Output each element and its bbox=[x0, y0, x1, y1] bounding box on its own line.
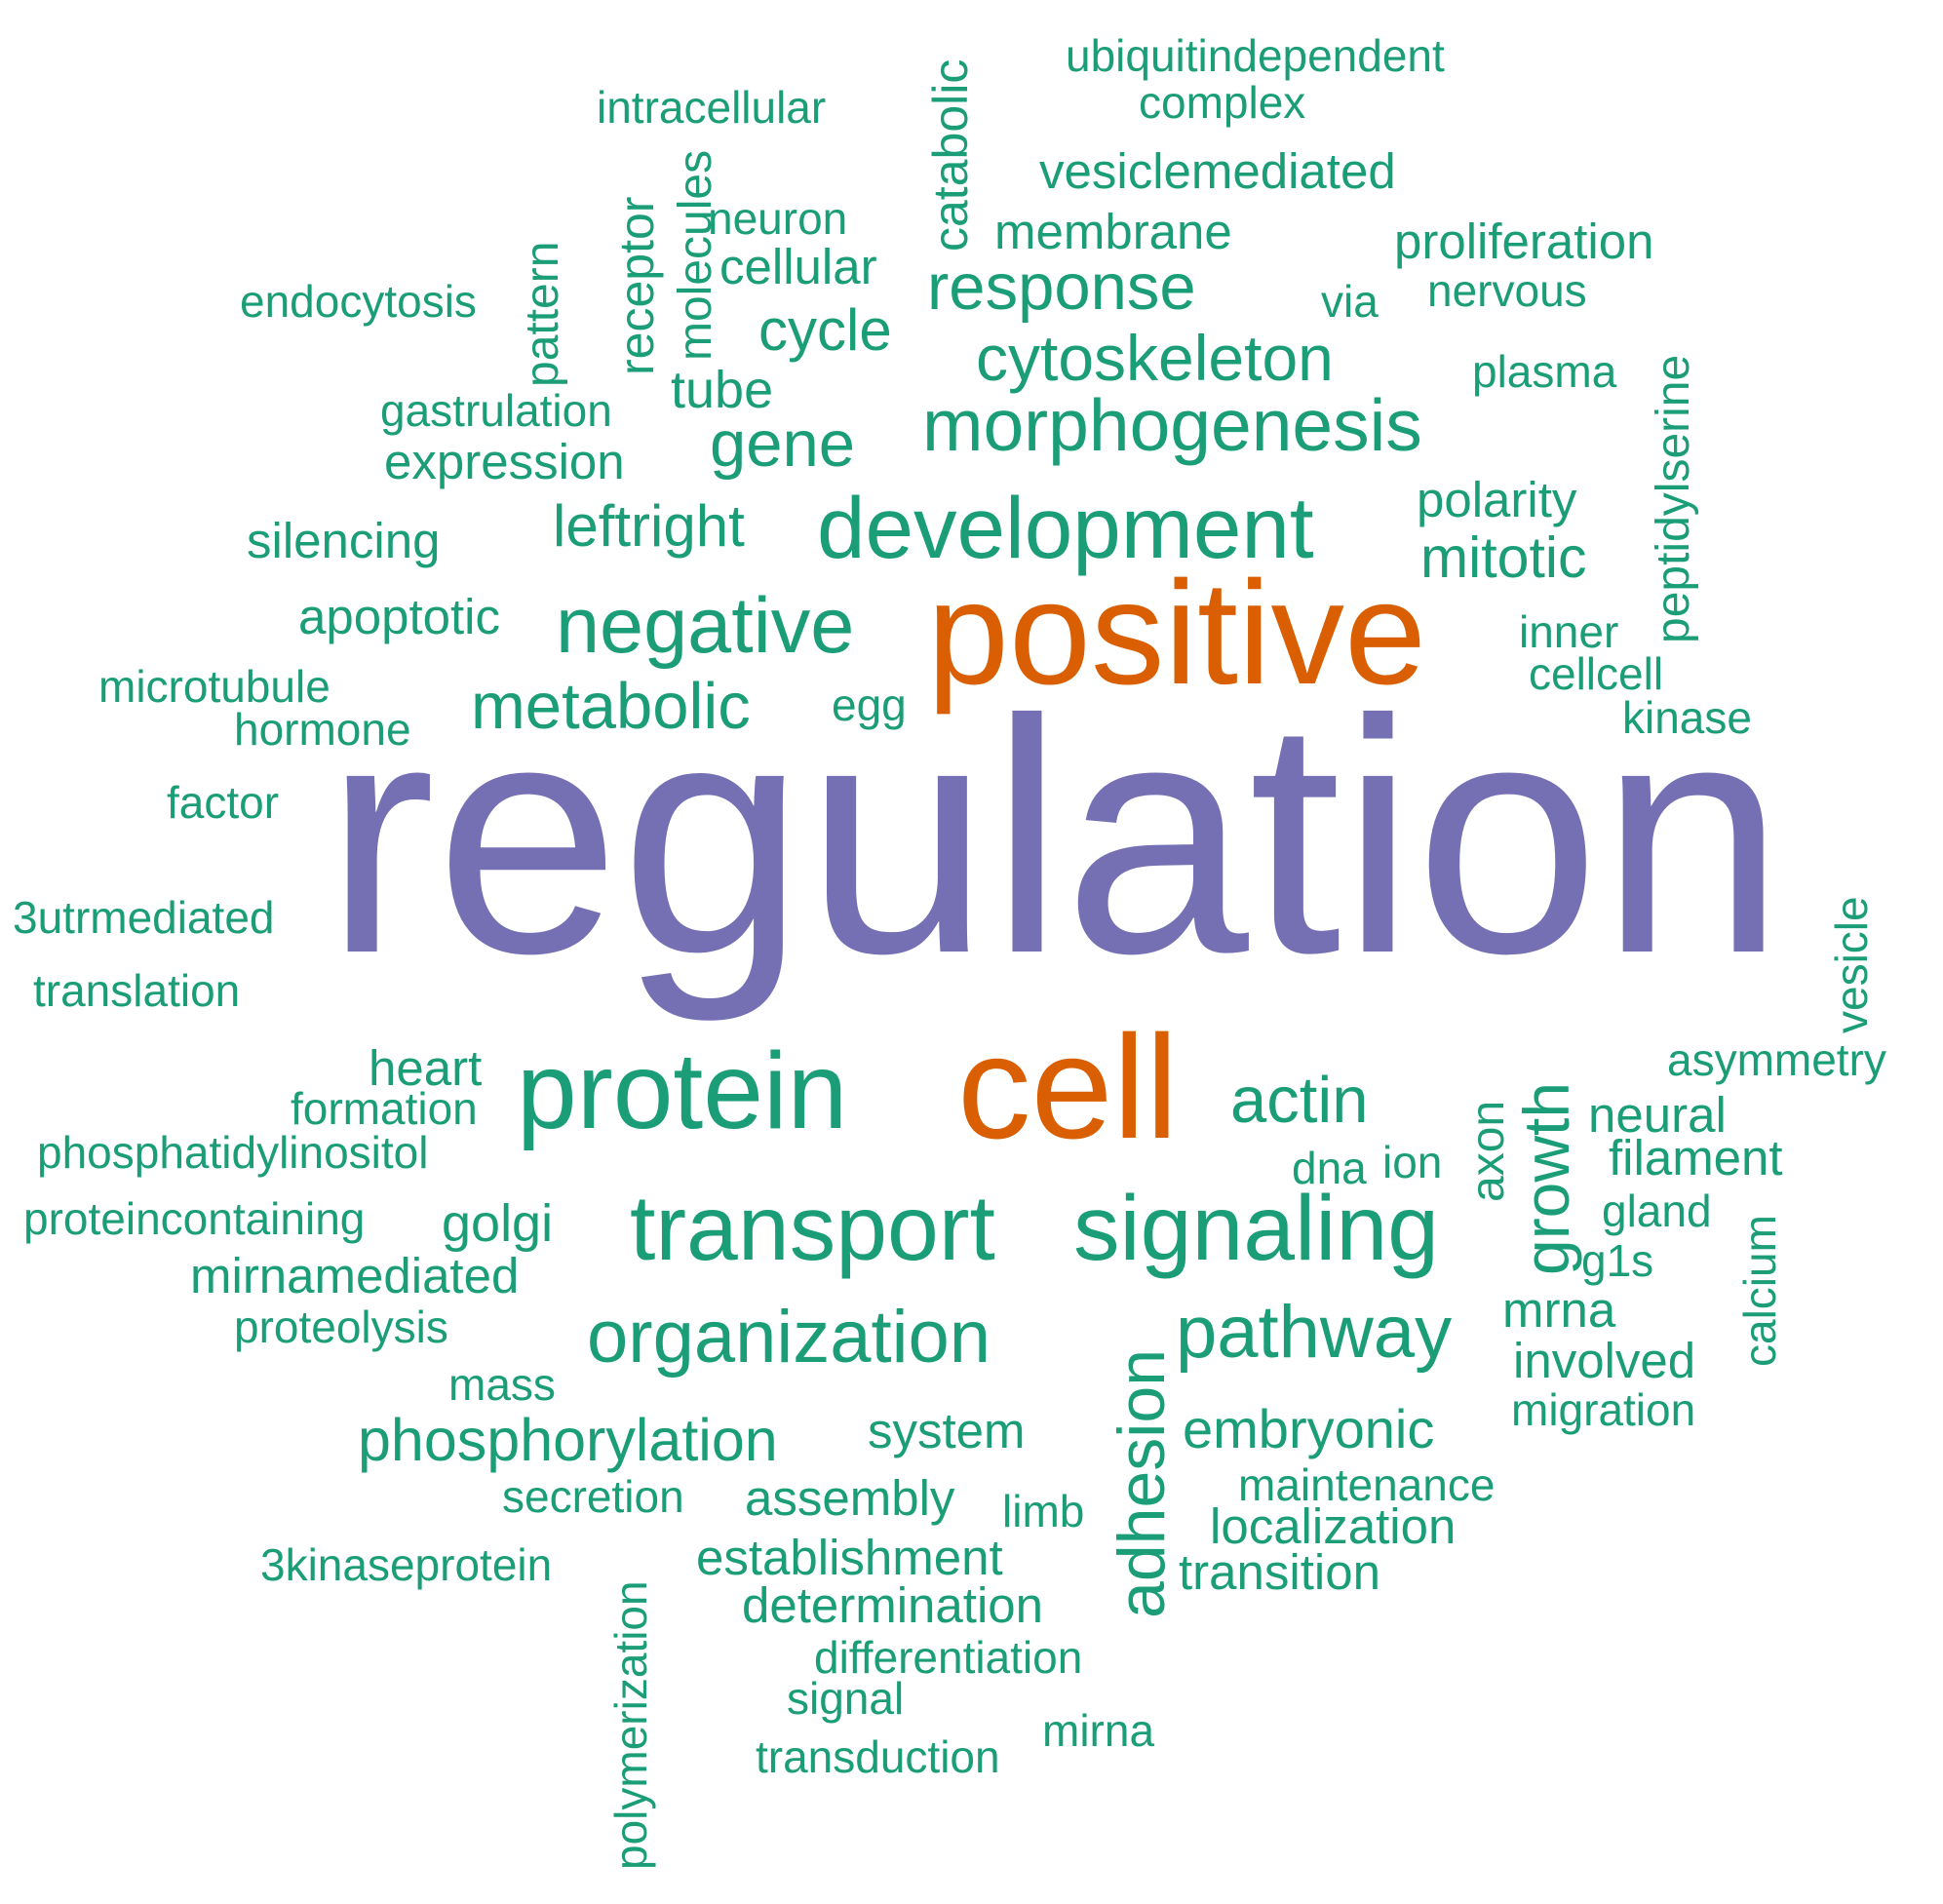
word-catabolic: catabolic bbox=[923, 58, 978, 252]
word-transduction: transduction bbox=[756, 1731, 1000, 1782]
word-protein: protein bbox=[517, 1030, 848, 1151]
word-phosphorylation: phosphorylation bbox=[358, 1407, 778, 1473]
word-ubiquitindependent: ubiquitindependent bbox=[1066, 30, 1445, 81]
word-actin: actin bbox=[1230, 1064, 1369, 1137]
word-axon: axon bbox=[1462, 1100, 1514, 1202]
word-mass: mass bbox=[448, 1359, 556, 1410]
word-vesiclemediated: vesiclemediated bbox=[1039, 143, 1396, 199]
word-pathway: pathway bbox=[1176, 1291, 1453, 1374]
word-involved: involved bbox=[1513, 1333, 1696, 1388]
word-maintenance: maintenance bbox=[1238, 1459, 1496, 1510]
word-positive: positive bbox=[927, 550, 1426, 715]
word-gland: gland bbox=[1602, 1185, 1712, 1236]
word-differentiation: differentiation bbox=[814, 1632, 1083, 1683]
word-embryonic: embryonic bbox=[1183, 1398, 1435, 1459]
word-dna: dna bbox=[1292, 1143, 1367, 1193]
word-expression: expression bbox=[384, 434, 625, 489]
word-kinase: kinase bbox=[1622, 692, 1752, 743]
word-hormone: hormone bbox=[234, 704, 411, 755]
word-proteolysis: proteolysis bbox=[234, 1302, 448, 1352]
word-peptidylserine: peptidylserine bbox=[1648, 354, 1699, 643]
word-organization: organization bbox=[587, 1296, 991, 1379]
word-asymmetry: asymmetry bbox=[1667, 1034, 1886, 1085]
word-regulation: regulation bbox=[325, 651, 1785, 1023]
word-neural: neural bbox=[1588, 1087, 1727, 1143]
word-transition: transition bbox=[1179, 1544, 1380, 1600]
word-mirnamediated: mirnamediated bbox=[190, 1248, 520, 1303]
word-gastrulation: gastrulation bbox=[380, 385, 612, 436]
word-factor: factor bbox=[167, 777, 280, 828]
word-secretion: secretion bbox=[502, 1471, 684, 1522]
word-negative: negative bbox=[556, 582, 855, 670]
word-growth: growth bbox=[1510, 1081, 1582, 1275]
word-heart: heart bbox=[369, 1040, 483, 1096]
word-neuron: neuron bbox=[708, 193, 848, 244]
word-signal: signal bbox=[787, 1673, 905, 1724]
word-3kinaseprotein: 3kinaseprotein bbox=[260, 1539, 553, 1590]
word-localization: localization bbox=[1210, 1498, 1457, 1554]
word-g1s: g1s bbox=[1581, 1235, 1654, 1286]
word-gene: gene bbox=[710, 408, 856, 481]
word-transport: transport bbox=[630, 1177, 995, 1280]
word-proteincontaining: proteincontaining bbox=[23, 1193, 366, 1244]
word-cellcell: cellcell bbox=[1529, 648, 1664, 699]
word-pattern: pattern bbox=[517, 241, 568, 387]
word-proliferation: proliferation bbox=[1394, 214, 1654, 269]
word-development: development bbox=[817, 479, 1314, 576]
word-leftright: leftright bbox=[553, 493, 745, 559]
word-cytoskeleton: cytoskeleton bbox=[976, 322, 1334, 394]
word-complex: complex bbox=[1139, 77, 1306, 128]
word-mirna: mirna bbox=[1042, 1705, 1155, 1756]
word-tube: tube bbox=[671, 361, 774, 419]
word-membrane: membrane bbox=[994, 204, 1232, 259]
word-polymerization: polymerization bbox=[605, 1580, 656, 1870]
word-silencing: silencing bbox=[247, 513, 441, 568]
word-translation: translation bbox=[33, 965, 241, 1016]
word-migration: migration bbox=[1511, 1384, 1696, 1435]
word-cellular: cellular bbox=[719, 239, 877, 294]
word-microtubule: microtubule bbox=[98, 661, 330, 712]
word-mitotic: mitotic bbox=[1420, 525, 1587, 590]
word-establishment: establishment bbox=[696, 1530, 1003, 1585]
word-mrna: mrna bbox=[1502, 1282, 1616, 1338]
word-metabolic: metabolic bbox=[471, 670, 751, 743]
word-golgi: golgi bbox=[442, 1194, 554, 1253]
word-molecules: molecules bbox=[670, 149, 721, 361]
word-morphogenesis: morphogenesis bbox=[922, 384, 1422, 466]
word-plasma: plasma bbox=[1472, 346, 1617, 397]
word-vesicle: vesicle bbox=[1826, 896, 1877, 1033]
word-inner: inner bbox=[1519, 606, 1619, 657]
word-signaling: signaling bbox=[1073, 1177, 1439, 1280]
word-assembly: assembly bbox=[745, 1470, 955, 1526]
word-calcium: calcium bbox=[1734, 1215, 1785, 1367]
word-cell: cell bbox=[957, 1004, 1179, 1169]
word-cycle: cycle bbox=[758, 297, 892, 363]
word-egg: egg bbox=[832, 680, 907, 730]
word-via: via bbox=[1321, 276, 1379, 327]
word-3utrmediated: 3utrmediated bbox=[13, 892, 275, 943]
word-adhesion: adhesion bbox=[1105, 1348, 1179, 1618]
word-polarity: polarity bbox=[1417, 472, 1577, 527]
word-apoptotic: apoptotic bbox=[298, 589, 500, 644]
word-ion: ion bbox=[1382, 1137, 1443, 1187]
word-response: response bbox=[927, 251, 1196, 324]
word-formation: formation bbox=[291, 1083, 478, 1134]
word-limb: limb bbox=[1002, 1486, 1085, 1536]
word-intracellular: intracellular bbox=[597, 82, 827, 133]
word-receptor: receptor bbox=[609, 196, 664, 375]
word-system: system bbox=[868, 1403, 1026, 1458]
word-endocytosis: endocytosis bbox=[240, 276, 477, 327]
word-nervous: nervous bbox=[1427, 265, 1587, 316]
word-determination: determination bbox=[742, 1577, 1044, 1633]
word-phosphatidylinositol: phosphatidylinositol bbox=[37, 1127, 429, 1178]
word-filament: filament bbox=[1609, 1130, 1783, 1185]
